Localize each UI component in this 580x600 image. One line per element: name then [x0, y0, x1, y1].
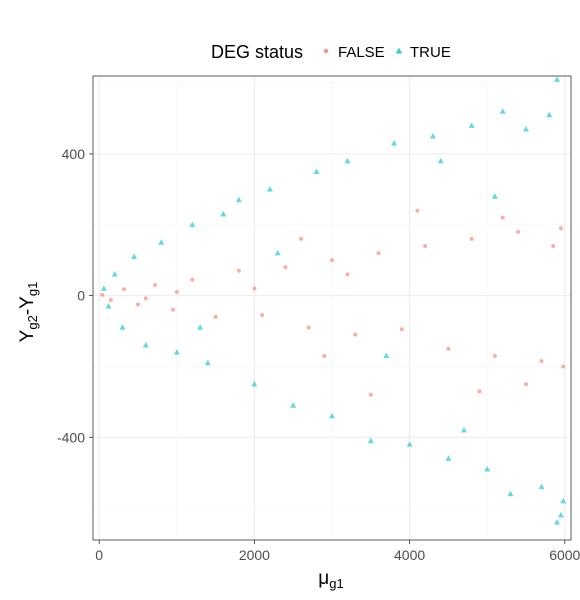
data-point-false [170, 307, 175, 312]
data-point-false [376, 251, 381, 256]
data-point-true [557, 511, 564, 518]
data-point-true [445, 455, 452, 461]
data-point-true [546, 111, 553, 118]
data-point-false [551, 244, 556, 249]
legend-label-true: TRUE [410, 44, 451, 61]
plot-panel [92, 75, 572, 541]
data-point-true [235, 196, 242, 203]
x-tick-label: 0 [95, 547, 103, 563]
data-point-false [415, 208, 420, 213]
data-point-false [122, 287, 127, 292]
x-axis-title: μg1 [318, 568, 343, 591]
data-point-false [353, 332, 358, 337]
data-point-false [523, 382, 528, 387]
data-point-true [523, 125, 529, 132]
data-point-true [429, 132, 436, 139]
data-point-false [136, 302, 141, 307]
data-point-true [266, 186, 273, 192]
data-point-false [283, 265, 288, 270]
data-points [100, 76, 567, 525]
data-point-true [105, 302, 112, 309]
data-point-false [213, 314, 218, 319]
legend-key-false [323, 48, 329, 54]
data-point-true [538, 483, 545, 490]
grid-lines [93, 76, 571, 540]
data-point-false [153, 282, 158, 287]
data-point-false [558, 226, 563, 231]
y-tick-label: -400 [57, 429, 85, 445]
data-point-false [477, 389, 482, 394]
data-point-true [173, 348, 180, 355]
data-point-true [189, 221, 196, 228]
data-point-false [446, 346, 451, 351]
data-point-true [560, 497, 567, 504]
data-point-true [251, 380, 258, 387]
x-tick-label: 2000 [239, 547, 270, 563]
data-point-true [220, 210, 227, 217]
y-tick-label: 400 [62, 146, 86, 162]
data-point-false [423, 244, 428, 249]
data-point-false [260, 313, 265, 318]
data-point-true [554, 518, 561, 525]
data-point-false [322, 353, 327, 358]
data-point-false [108, 297, 113, 302]
y-tick-label: 0 [77, 288, 85, 304]
data-point-true [119, 324, 126, 330]
data-point-true [460, 426, 467, 433]
data-point-true [274, 249, 281, 256]
data-point-true [468, 122, 475, 128]
data-point-false [100, 292, 105, 297]
data-point-false [298, 236, 303, 241]
data-point-false [399, 327, 404, 332]
data-point-false [492, 353, 497, 358]
legend-key-true [395, 47, 403, 54]
data-point-false [469, 236, 474, 241]
data-point-false [236, 268, 241, 273]
data-point-false [143, 296, 148, 301]
data-point-true [507, 490, 514, 497]
y-axis-ticks: -400 0 400 [57, 146, 93, 445]
data-point-false [252, 286, 257, 291]
data-point-false [306, 325, 311, 330]
data-point-true [197, 324, 204, 330]
data-point-true [367, 437, 374, 444]
legend: DEG status FALSE TRUE [211, 42, 451, 62]
x-tick-label: 4000 [394, 547, 425, 563]
data-point-false [561, 364, 566, 369]
panel-border [92, 75, 572, 541]
data-point-false [500, 215, 505, 220]
data-point-true [158, 239, 165, 245]
data-point-true [491, 193, 498, 199]
legend-label-false: FALSE [338, 44, 385, 61]
data-point-false [516, 229, 521, 234]
data-point-false [174, 290, 179, 295]
data-point-true [437, 157, 444, 164]
data-point-false [368, 392, 373, 397]
data-point-true [100, 285, 107, 291]
data-point-true [383, 352, 390, 359]
data-point-true [484, 465, 491, 472]
data-point-true [329, 412, 335, 419]
data-point-true [131, 253, 138, 259]
data-point-true [142, 341, 149, 348]
y-axis-title: Yg2-Yg1 [17, 282, 40, 343]
data-point-true [391, 139, 398, 146]
legend-title: DEG status [211, 42, 303, 62]
data-point-true [406, 441, 413, 447]
data-point-true [313, 168, 320, 174]
data-point-false [539, 359, 544, 364]
data-point-false [345, 272, 350, 277]
data-point-true [344, 157, 351, 164]
data-point-true [554, 76, 561, 82]
data-point-true [111, 271, 118, 277]
data-point-true [499, 108, 506, 114]
data-point-false [330, 258, 334, 263]
x-tick-label: 6000 [549, 547, 580, 563]
data-point-false [190, 277, 195, 282]
data-point-true [204, 359, 211, 366]
x-axis-ticks: 0 2000 4000 6000 [95, 540, 580, 563]
data-point-true [290, 402, 297, 408]
